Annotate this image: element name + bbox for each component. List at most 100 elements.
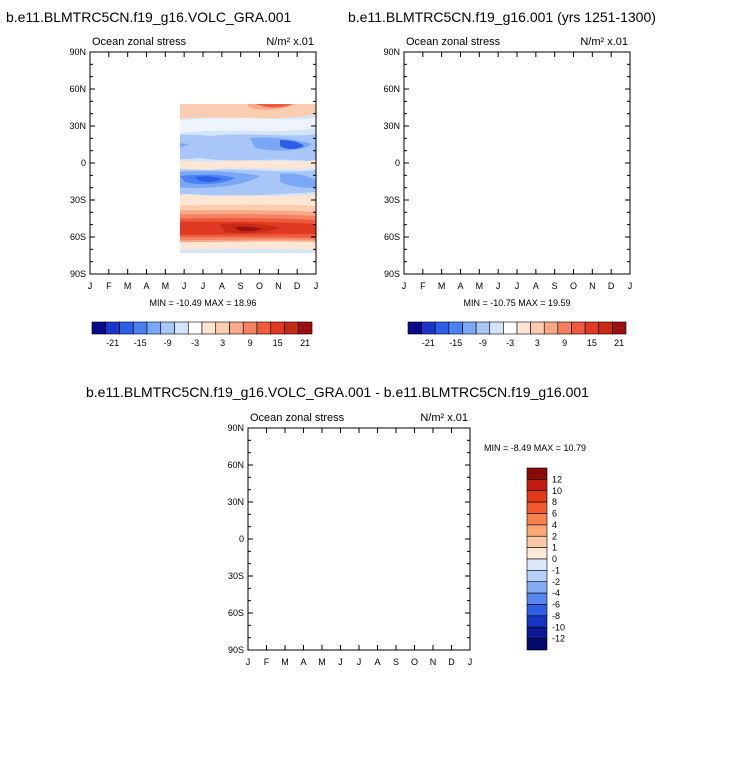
colorbar-swatch [530,321,545,335]
colorbar-swatch [174,321,189,335]
x-tick-label: S [238,281,244,291]
colorbar-label: -21 [422,338,435,348]
x-tick-label: D [448,657,455,667]
colorbar-swatch [526,581,548,594]
colorbar-label: 10 [552,486,562,496]
colorbar-swatch [201,321,217,335]
colorbar-label: -9 [164,338,172,348]
y-tick-label: 60N [383,84,400,94]
colorbar-label: -10 [552,622,565,632]
colorbar-label: -12 [552,634,565,644]
x-tick-label: A [143,281,149,291]
colorbar-swatch [526,626,548,639]
colorbar-swatch [526,558,548,571]
y-tick-label: 90N [383,47,400,57]
y-tick-label: 30S [384,195,400,205]
colorbar-label: 2 [552,531,557,541]
x-tick-label: S [393,657,399,667]
y-tick-label: 0 [81,158,86,168]
colorbar-swatch [526,615,548,628]
stats-right: MIN = -10.75 MAX = 19.59 [463,298,570,308]
colorbar-swatch [119,321,134,335]
plot-label-diff: Ocean zonal stress [250,412,345,424]
colorbar-label: -21 [106,338,119,348]
title-diff: b.e11.BLMTRC5CN.f19_g16.VOLC_GRA.001 - b… [86,384,589,400]
x-tick-label: S [552,281,558,291]
y-tick-label: 30N [383,121,400,131]
panel-control: b.e11.BLMTRC5CN.f19_g16.001 (yrs 1251-13… [348,9,656,348]
colorbar-label: 4 [552,520,557,530]
colorbar-swatch [448,321,463,335]
colorbar-swatch [526,490,548,503]
y-tick-label: 30N [227,497,244,507]
heatmap-field-left [180,104,316,274]
colorbar-swatch [543,321,559,335]
y-tick-label: 90S [384,269,400,279]
x-tick-label: M [162,281,170,291]
y-tick-label: 90N [69,47,86,57]
y-tick-label: 60N [69,84,86,94]
x-tick-label: J [628,281,633,291]
units-left: N/m² x.01 [266,36,314,48]
colorbar-left: -21 -15 -9 -3 3 9 15 21 [91,321,313,348]
y-tick-label: 60S [228,608,244,618]
units-diff: N/m² x.01 [420,412,468,424]
y-tick-label: 30S [70,195,86,205]
colorbar-label: 9 [248,338,253,348]
colorbar-swatch [242,321,258,335]
x-tick-label: N [275,281,282,291]
x-tick-label: N [589,281,596,291]
title-left: b.e11.BLMTRC5CN.f19_g16.VOLC_GRA.001 [6,9,292,25]
x-tick-label: M [281,657,289,667]
stats-diff: MIN = -8.49 MAX = 10.79 [484,443,586,453]
x-tick-label: A [300,657,306,667]
colorbar-swatch [475,321,491,335]
colorbar-label: -3 [191,338,199,348]
x-tick-label: J [338,657,343,667]
colorbar-label: 15 [587,338,597,348]
colorbar-swatch [503,321,518,335]
x-tick-label: M [318,657,326,667]
x-tick-label: O [411,657,418,667]
colorbar-swatch [526,535,548,548]
colorbar-swatch [105,321,120,335]
colorbar-label: -2 [552,577,560,587]
colorbar-swatch [229,321,244,335]
colorbar-label: -15 [449,338,462,348]
colorbar-swatch [256,321,272,335]
colorbar-label: 0 [552,554,557,564]
y-tick-label: 0 [395,158,400,168]
x-tick-label: J [88,281,93,291]
colorbar-swatch [526,501,548,514]
plot-frame [403,51,631,275]
colorbar-label: 3 [220,338,225,348]
colorbar-swatch [489,321,504,335]
y-tick-label: 30S [228,571,244,581]
colorbar-swatch [526,513,548,526]
x-tick-label: A [374,657,380,667]
colorbar-label: -1 [552,565,560,575]
colorbar-right: -21 -15 -9 -3 3 9 15 21 [407,321,627,348]
colorbar-swatch [571,321,586,335]
colorbar-swatch [284,321,299,335]
colorbar-swatch [297,321,313,335]
colorbar-swatch [612,321,627,335]
title-right: b.e11.BLMTRC5CN.f19_g16.001 (yrs 1251-13… [348,9,656,25]
colorbar-swatch [462,321,477,335]
y-tick-label: 60N [227,460,244,470]
x-tick-label: A [219,281,225,291]
colorbar-label: -8 [552,611,560,621]
colorbar-swatch [160,321,175,335]
x-tick-label: J [402,281,407,291]
colorbar-swatch [434,321,450,335]
colorbar-label: 21 [614,338,624,348]
y-tick-label: 0 [239,534,244,544]
colorbar-label: 12 [552,474,562,484]
colorbar-swatch [407,321,422,335]
colorbar-swatch [526,524,548,537]
x-tick-label: F [106,281,112,291]
colorbar-swatch [526,479,548,492]
x-tick-label: O [570,281,577,291]
